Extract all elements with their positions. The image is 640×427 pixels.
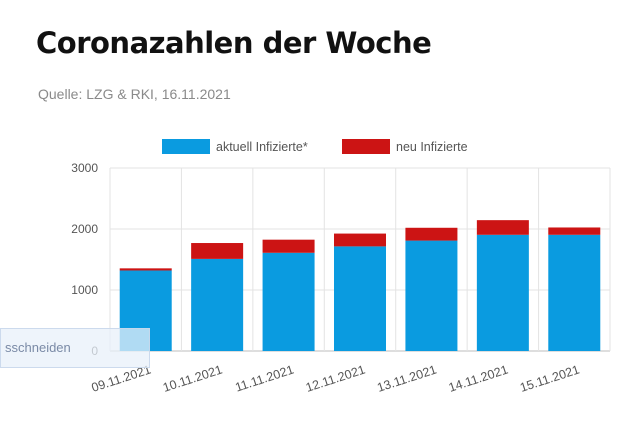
x-tick-label: 13.11.2021 [375,363,438,395]
bar-neu-infizierte [476,220,529,235]
y-tick-label: 3000 [71,161,98,175]
bar-neu-infizierte [262,239,315,253]
bar-aktuell-infizierte [334,246,386,351]
bar-neu-infizierte [119,268,172,271]
y-tick-label: 1000 [71,283,98,297]
legend-swatch [342,139,390,154]
x-tick-label: 11.11.2021 [233,363,295,395]
bar-aktuell-infizierte [191,258,244,351]
chart-source: Quelle: LZG & RKI, 16.11.2021 [38,86,231,102]
x-tick-label: 10.11.2021 [161,363,224,395]
bar-neu-infizierte [191,243,244,259]
x-tick-label: 12.11.2021 [304,363,367,395]
bar-aktuell-infizierte [262,252,315,351]
bar-aktuell-infizierte [405,240,458,351]
legend-label: neu Infizierte [396,140,468,154]
bar-neu-infizierte [334,233,386,247]
y-tick-label: 2000 [71,222,98,236]
bar-aktuell-infizierte [548,234,601,351]
legend-swatch [162,139,210,154]
crop-tool-overlay[interactable]: sschneiden [0,328,150,368]
bar-neu-infizierte [548,227,601,235]
bar-neu-infizierte [405,227,458,241]
chart-title: Coronazahlen der Woche [36,26,432,60]
legend-label: aktuell Infizierte* [216,140,308,154]
x-tick-label: 14.11.2021 [447,363,510,395]
bar-aktuell-infizierte [476,234,529,351]
x-tick-label: 15.11.2021 [518,363,581,395]
